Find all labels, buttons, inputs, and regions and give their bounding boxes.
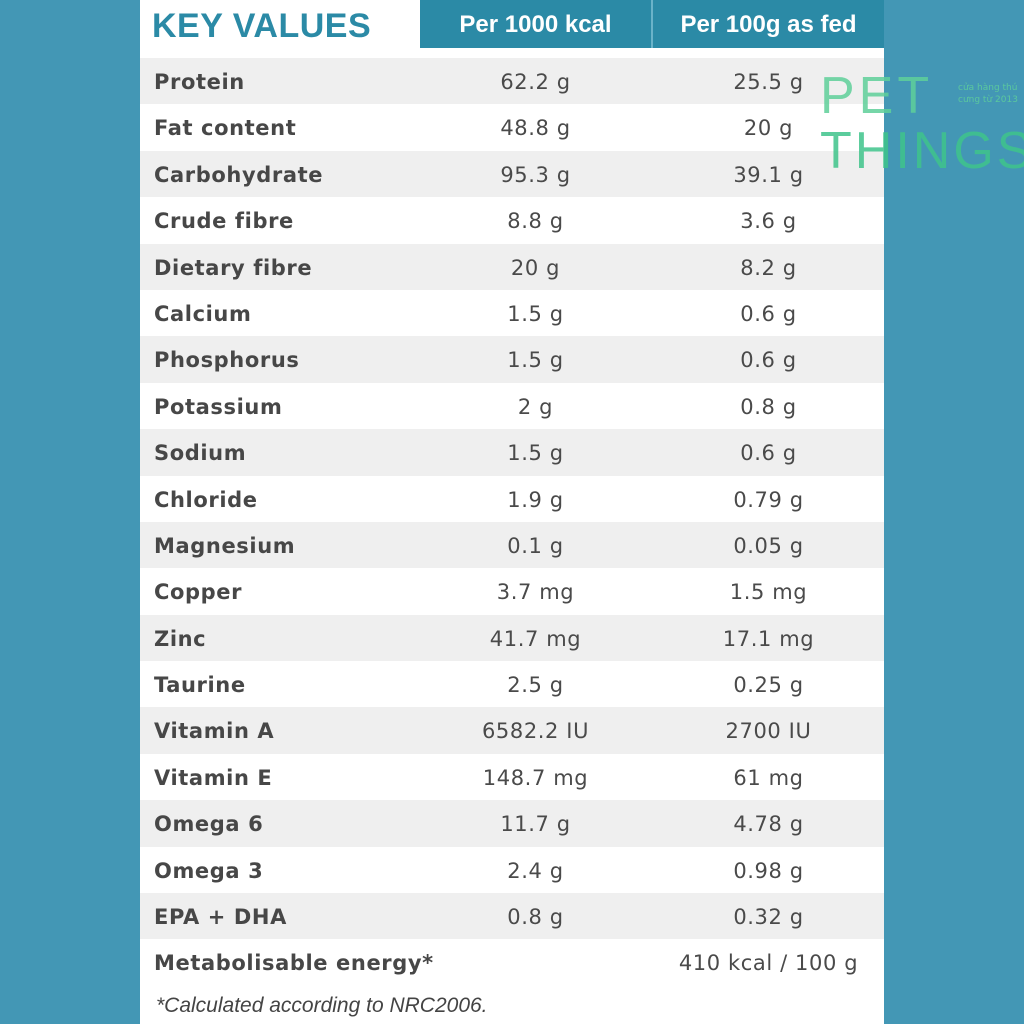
key-values-table: Protein 62.2 g 25.5 g Fat content 48.8 g 20 g… [140,58,884,986]
nutrient-name: Zinc [154,626,207,651]
value-per-1000-kcal: 6582.2 IU [481,719,590,744]
nutrient-name: Omega 3 [154,858,264,883]
value-per-100g: 0.32 g [733,905,804,930]
nutrient-name: Carbohydrate [154,162,324,187]
value-per-1000-kcal: 0.1 g [507,533,564,558]
value-per-1000-kcal: 2.4 g [507,858,564,883]
value-per-100g: 61 mg [733,765,804,790]
nutrient-name: Vitamin A [154,719,275,744]
value-per-1000-kcal: 11.7 g [500,812,571,837]
value-per-1000-kcal: 1.5 g [507,301,564,326]
value-per-1000-kcal: 0.8 g [507,905,564,930]
nutrition-panel: KEY VALUES Per 1000 kcal Per 100g as fed… [140,0,884,1024]
pet-things-logo: PET cửa hàng thú cưng từ 2013 THINGS [820,70,1024,190]
table-row: Chloride 1.9 g 0.79 g [140,475,884,522]
value-per-1000-kcal: 2.5 g [507,673,564,698]
value-per-1000-kcal: 1.5 g [507,441,564,466]
table-row: Omega 3 2.4 g 0.98 g [140,846,884,894]
value-per-100g: 3.6 g [740,209,797,234]
nutrient-name: Chloride [154,487,258,512]
logo-text-pet: PET [820,67,934,125]
value-per-1000-kcal: 1.9 g [507,487,564,512]
value-per-100g: 0.6 g [740,441,797,466]
table-row: Dietary fibre 20 g 8.2 g [140,243,884,290]
table-row: Omega 6 11.7 g 4.78 g [140,800,884,847]
table-row: Magnesium 0.1 g 0.05 g [140,521,884,569]
value-per-100g: 2700 IU [725,719,812,744]
value-per-100g: 4.78 g [733,812,804,837]
table-row: Fat content 48.8 g 20 g [140,104,884,151]
value-per-1000-kcal: 3.7 mg [496,580,575,605]
table-row: Vitamin A 6582.2 IU 2700 IU [140,707,884,754]
value-per-100g: 17.1 mg [722,626,815,651]
value-per-1000-kcal: 48.8 g [500,116,571,141]
value-per-1000-kcal: 148.7 mg [482,765,589,790]
nutrient-name: EPA + DHA [154,905,287,930]
nutrient-name: Fat content [154,116,297,141]
value-per-100g: 0.8 g [740,394,797,419]
value-per-1000-kcal [420,939,651,985]
table-row: Protein 62.2 g 25.5 g [140,58,884,105]
table-row: Potassium 2 g 0.8 g [140,382,884,430]
nutrient-name: Copper [154,580,243,605]
table-header: KEY VALUES Per 1000 kcal Per 100g as fed [140,0,884,48]
value-per-100g: 0.6 g [740,301,797,326]
table-row: Crude fibre 8.8 g 3.6 g [140,197,884,244]
header-divider [651,0,653,48]
table-row: Calcium 1.5 g 0.6 g [140,289,884,337]
value-per-100g: 0.25 g [733,673,804,698]
nutrient-name: Omega 6 [154,812,264,837]
nutrient-name: Protein [154,70,245,94]
table-row: Copper 3.7 mg 1.5 mg [140,568,884,615]
table-row: Metabolisable energy* 410 kcal / 100 g [140,939,884,986]
value-per-1000-kcal: 20 g [510,255,561,280]
table-row: Taurine 2.5 g 0.25 g [140,661,884,708]
nutrient-name: Crude fibre [154,209,294,234]
value-per-1000-kcal: 8.8 g [507,209,564,234]
value-per-100g: 25.5 g [733,70,804,94]
footnote: *Calculated according to NRC2006. [156,994,488,1017]
nutrient-name: Vitamin E [154,765,273,790]
value-per-1000-kcal: 2 g [517,394,554,419]
nutrient-name: Taurine [154,673,246,698]
value-per-100g: 1.5 mg [729,580,808,605]
page-title: KEY VALUES [152,7,372,45]
value-per-100g: 0.05 g [733,533,804,558]
column-header-per-100g: Per 100g as fed [653,0,884,48]
table-row: Phosphorus 1.5 g 0.6 g [140,336,884,383]
logo-text-things: THINGS [820,122,1024,180]
nutrient-name: Calcium [154,301,252,326]
value-per-100g: 0.6 g [740,348,797,373]
value-per-1000-kcal: 62.2 g [500,70,571,94]
value-per-100g: 410 kcal / 100 g [678,951,859,976]
value-per-100g: 20 g [743,116,794,141]
nutrient-name: Metabolisable energy* [154,951,434,976]
nutrient-name: Dietary fibre [154,255,313,280]
nutrient-name: Phosphorus [154,348,300,373]
value-per-1000-kcal: 41.7 mg [489,626,582,651]
value-per-1000-kcal: 95.3 g [500,162,571,187]
nutrient-name: Sodium [154,441,247,466]
table-row: Vitamin E 148.7 mg 61 mg [140,753,884,801]
value-per-100g: 8.2 g [740,255,797,280]
logo-tagline: cửa hàng thú cưng từ 2013 [958,83,1018,105]
value-per-100g: 0.98 g [733,858,804,883]
table-row: Zinc 41.7 mg 17.1 mg [140,614,884,662]
nutrient-name: Magnesium [154,533,296,558]
column-header-per-1000-kcal: Per 1000 kcal [420,0,651,48]
table-row: Sodium 1.5 g 0.6 g [140,429,884,476]
value-per-100g: 39.1 g [733,162,804,187]
value-per-100g: 0.79 g [733,487,804,512]
value-per-1000-kcal: 1.5 g [507,348,564,373]
nutrient-name: Potassium [154,394,283,419]
table-row: EPA + DHA 0.8 g 0.32 g [140,893,884,940]
table-row: Carbohydrate 95.3 g 39.1 g [140,150,884,198]
